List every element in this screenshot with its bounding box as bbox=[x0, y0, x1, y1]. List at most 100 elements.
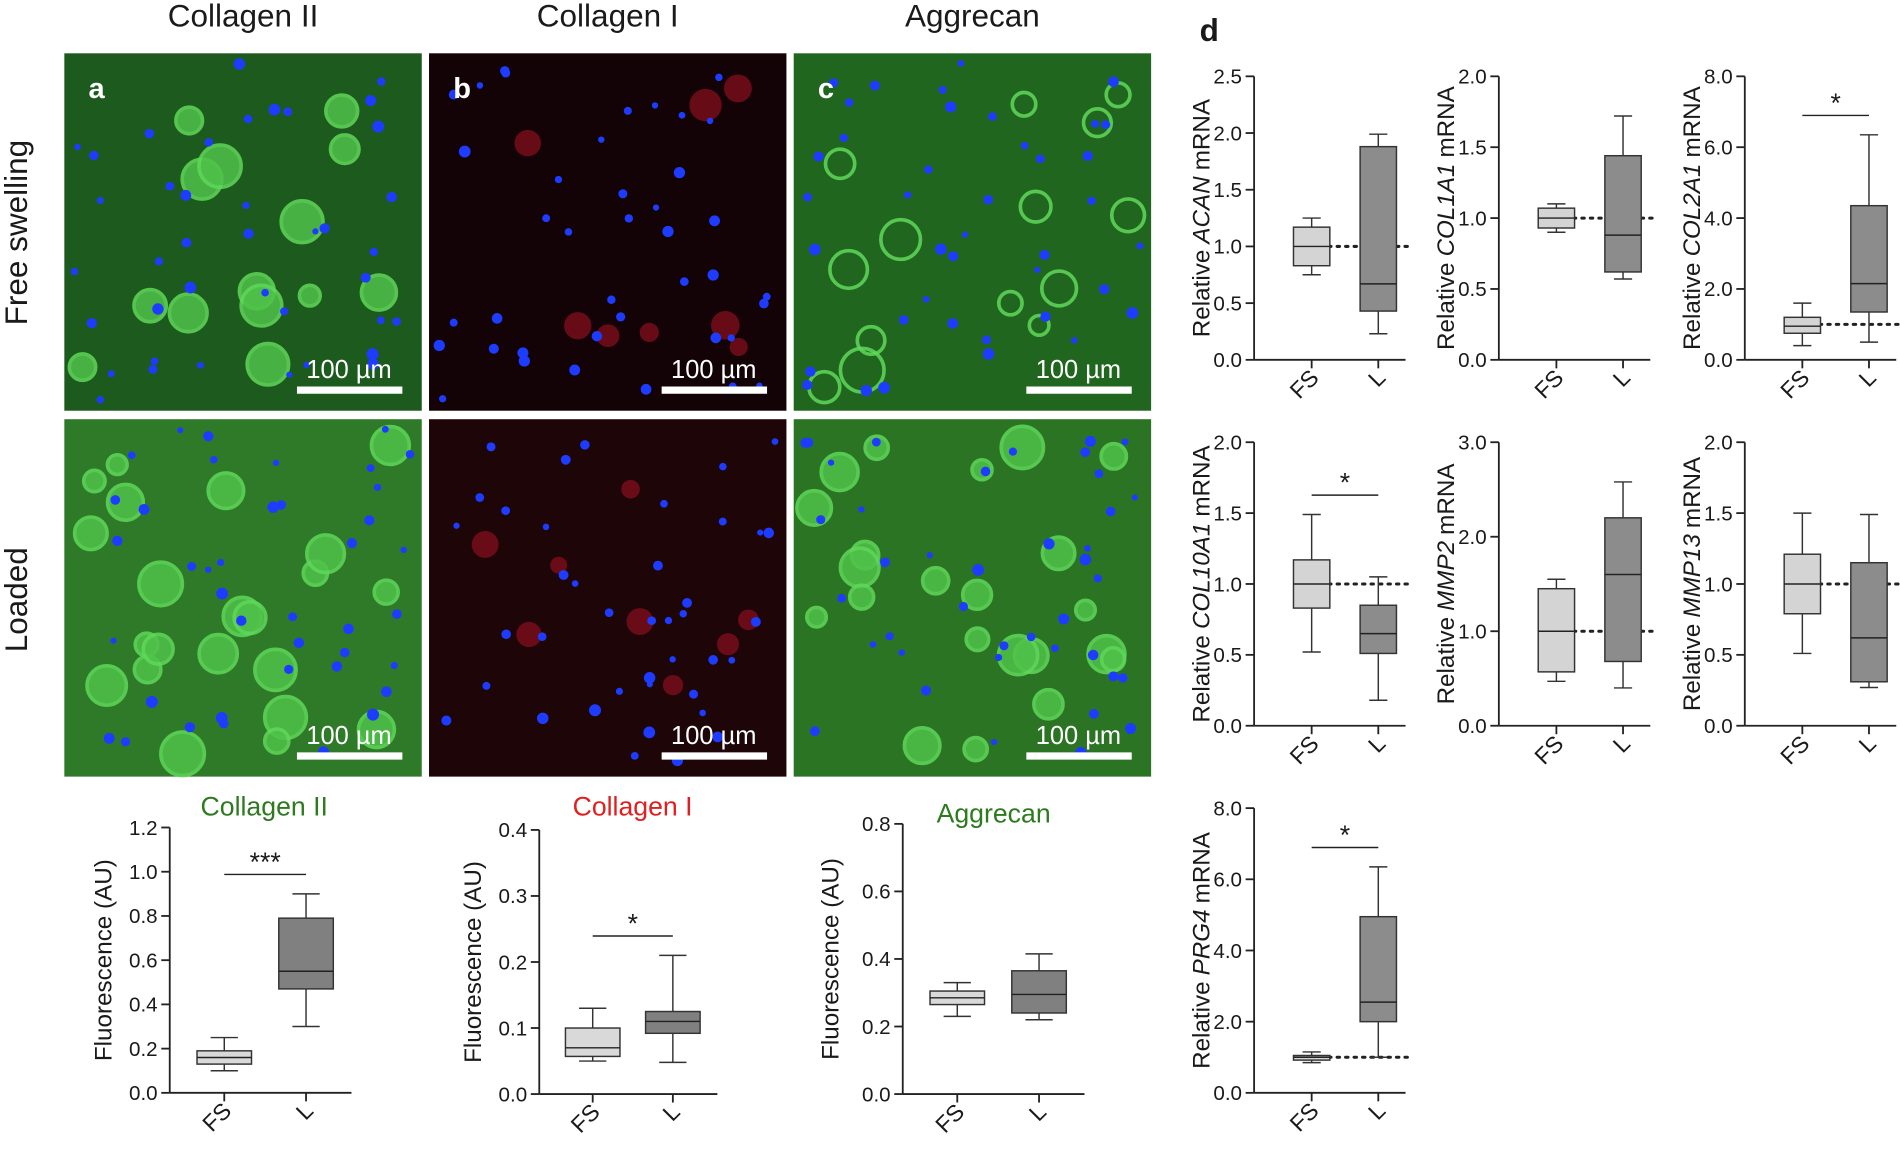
micrograph-bg bbox=[429, 419, 787, 777]
row-label: Loaded bbox=[0, 547, 34, 652]
nucleus bbox=[1125, 723, 1137, 735]
nucleus bbox=[243, 114, 253, 124]
chart: 0.0 0.5 1.0 1.5 2.0 Relative COL1A1 mRNA FS L bbox=[1433, 66, 1658, 404]
nucleus bbox=[869, 641, 877, 648]
column-title: Collagen II bbox=[168, 0, 319, 34]
red-stain bbox=[596, 324, 620, 348]
red-stain bbox=[662, 674, 684, 696]
y-tick-label: 0.4 bbox=[129, 994, 158, 1017]
nucleus bbox=[154, 257, 164, 266]
nucleus bbox=[982, 335, 991, 345]
y-tick-label: 2.0 bbox=[1704, 431, 1733, 454]
nucleus bbox=[643, 672, 656, 684]
nucleus bbox=[816, 515, 826, 525]
cell bbox=[1099, 441, 1129, 471]
nucleus bbox=[366, 464, 375, 473]
y-axis-label: Fluorescence (AU) bbox=[818, 858, 845, 1060]
cell bbox=[137, 560, 185, 608]
cell bbox=[359, 273, 399, 312]
nucleus bbox=[366, 348, 379, 361]
nucleus bbox=[1108, 76, 1119, 88]
cell bbox=[1010, 90, 1038, 118]
nucleus bbox=[958, 601, 969, 612]
y-tick-label: 4.0 bbox=[1704, 207, 1733, 230]
nucleus bbox=[564, 228, 573, 236]
y-tick-label: 6.0 bbox=[1213, 869, 1242, 892]
cell bbox=[197, 632, 240, 675]
box bbox=[644, 1010, 701, 1035]
y-tick-label: 4.0 bbox=[1213, 940, 1242, 963]
nucleus bbox=[999, 641, 1009, 651]
nucleus bbox=[803, 192, 812, 202]
nucleus bbox=[922, 296, 930, 303]
nucleus bbox=[476, 82, 484, 89]
nucleus bbox=[86, 317, 97, 329]
nucleus bbox=[948, 251, 959, 262]
nucleus bbox=[1008, 447, 1018, 456]
micrograph bbox=[429, 53, 787, 411]
scale-bar-label: 100 µm bbox=[1036, 722, 1121, 750]
y-tick-label: 0.6 bbox=[129, 949, 158, 972]
nucleus bbox=[719, 462, 727, 471]
nucleus bbox=[727, 334, 735, 342]
cell bbox=[324, 93, 360, 129]
cell bbox=[847, 583, 876, 611]
nucleus bbox=[1131, 494, 1138, 501]
box bbox=[1850, 204, 1888, 313]
y-axis-label-part: mRNA bbox=[1188, 444, 1215, 516]
x-tick-label: FS bbox=[1284, 1097, 1323, 1136]
nucleus bbox=[1108, 671, 1119, 682]
red-stain bbox=[516, 621, 542, 648]
nucleus bbox=[1121, 438, 1129, 446]
nucleus bbox=[805, 366, 816, 377]
panel-letter: d bbox=[1200, 12, 1219, 48]
panel-letter: c bbox=[818, 73, 834, 105]
nucleus bbox=[486, 442, 496, 452]
cell bbox=[996, 289, 1024, 317]
nucleus bbox=[1082, 150, 1093, 162]
y-tick-label: 1.5 bbox=[1704, 502, 1733, 525]
cell bbox=[197, 143, 243, 190]
nucleus bbox=[591, 330, 603, 342]
nucleus bbox=[204, 566, 212, 573]
nucleus bbox=[678, 111, 686, 119]
nucleus bbox=[839, 133, 848, 143]
nucleus bbox=[381, 686, 392, 698]
box bbox=[1359, 145, 1398, 312]
y-tick-label: 2.0 bbox=[1213, 1011, 1242, 1034]
nucleus bbox=[392, 609, 402, 619]
nucleus bbox=[319, 223, 330, 234]
y-tick-label: 2.0 bbox=[1704, 278, 1733, 301]
nucleus bbox=[947, 318, 959, 329]
significance-label: * bbox=[1830, 88, 1840, 118]
y-tick-label: 2.0 bbox=[1213, 122, 1242, 145]
cell bbox=[838, 546, 881, 589]
y-axis-label-part: mRNA bbox=[1679, 85, 1706, 157]
micrograph bbox=[64, 53, 422, 411]
nucleus bbox=[1035, 154, 1045, 164]
nucleus bbox=[1071, 337, 1078, 344]
nucleus bbox=[1087, 649, 1099, 661]
micrograph bbox=[429, 419, 787, 777]
nucleus bbox=[662, 225, 674, 238]
nucleus bbox=[869, 80, 880, 91]
cell bbox=[239, 283, 284, 328]
y-tick-label: 0.8 bbox=[129, 905, 158, 928]
nucleus bbox=[750, 616, 761, 627]
nucleus bbox=[293, 637, 305, 649]
y-tick-label: 0.5 bbox=[1213, 292, 1242, 315]
cell bbox=[85, 664, 129, 708]
nucleus bbox=[1118, 673, 1128, 683]
cell bbox=[369, 424, 412, 467]
row-label: Free swelling bbox=[0, 140, 34, 326]
cell bbox=[960, 578, 994, 612]
panel-letter: a bbox=[89, 73, 106, 105]
chart-title: Aggrecan bbox=[937, 799, 1051, 829]
y-tick-label: 1.0 bbox=[1213, 236, 1242, 259]
nucleus bbox=[1105, 506, 1116, 517]
micrograph-bg bbox=[429, 53, 787, 411]
nucleus bbox=[542, 214, 551, 223]
nucleus bbox=[542, 523, 550, 531]
nucleus bbox=[673, 166, 686, 179]
nucleus bbox=[803, 437, 814, 448]
